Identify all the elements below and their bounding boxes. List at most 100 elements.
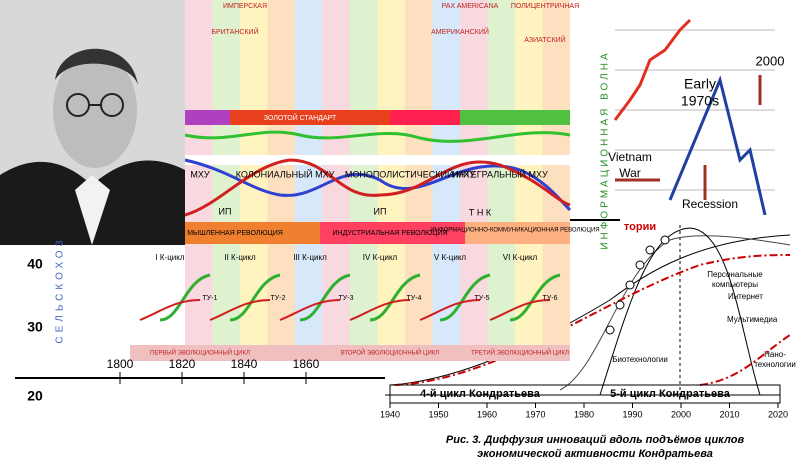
red-s <box>279 299 341 321</box>
x-tick-label: 1970 <box>525 409 545 419</box>
cycle: IV К-цикл <box>363 253 398 262</box>
curve-label: Мультимедиа <box>727 315 778 324</box>
vertical-label: ИНФОРМАЦИОННАЯ ВОЛНА <box>600 50 611 249</box>
top-label: PAX AMERICANA <box>442 3 499 10</box>
caption: экономической активности Кондратьева <box>477 448 713 460</box>
red-s <box>419 299 481 321</box>
green-s <box>159 273 211 322</box>
curve <box>389 234 791 386</box>
annotation: Recession <box>682 197 738 211</box>
stripe <box>542 0 570 345</box>
cycle: V К-цикл <box>434 253 467 262</box>
band <box>185 110 230 125</box>
marker: ИП <box>374 206 387 216</box>
annotation: Early <box>684 76 716 92</box>
red-curve <box>184 158 571 217</box>
red-s <box>139 299 201 321</box>
revolution-band <box>465 222 570 244</box>
red-dash-curve <box>394 254 791 386</box>
green-s <box>299 273 351 322</box>
x-tick-label: 1960 <box>477 409 497 419</box>
portrait <box>0 0 185 245</box>
cycle: III К-цикл <box>293 253 327 262</box>
annotation: Vietnam <box>608 150 652 164</box>
big-chart: ИМПЕРСКАЯ PAX AMERICANA ПОЛИЦЕНТРИЧНАЯ БРИТ… <box>130 0 600 361</box>
top-label: ИМПЕРСКАЯ <box>223 3 267 10</box>
red-s <box>489 299 551 321</box>
circles <box>605 235 670 335</box>
x-tick-label: 1800 <box>107 357 134 371</box>
top-label: ПОЛИЦЕНТРИЧНАЯ <box>511 3 579 10</box>
annotation: 2000 <box>756 53 785 68</box>
green-line <box>184 130 571 143</box>
curve-label: технологии <box>754 360 796 369</box>
red-dash-curve <box>699 334 791 386</box>
year-row <box>185 155 570 165</box>
green-s <box>509 273 561 322</box>
y-tick-label: 40 <box>27 256 43 272</box>
annotation: 1970s <box>681 93 719 109</box>
x-tick-label: 2020 <box>768 409 788 419</box>
x-tick-label: 1860 <box>293 357 320 371</box>
stripe <box>185 0 213 345</box>
stripe <box>487 0 515 345</box>
partial-title: тории <box>624 221 656 233</box>
cycle: VI К-цикл <box>503 253 538 262</box>
top-label: АМЕРИКАНСКИЙ <box>431 27 489 36</box>
blue-line <box>668 75 767 216</box>
x-tick-label: 1990 <box>622 409 642 419</box>
annotation: War <box>619 166 641 180</box>
stripe <box>405 0 433 345</box>
x-tick-label: 1820 <box>169 357 196 371</box>
x-tick-label: 2000 <box>671 409 691 419</box>
top-label: АЗИАТСКИЙ <box>524 35 565 44</box>
stripe <box>350 0 378 345</box>
y-tick-label: 20 <box>27 388 43 404</box>
evolution: ВТОРОЙ ЭВОЛЮЦИОННЫЙ ЦИКЛ <box>341 349 440 357</box>
tu: ТУ-1 <box>203 295 218 302</box>
vertical-label: СЕЛЬСКОХОЗ <box>55 236 66 343</box>
top-label: БРИТАНСКИЙ <box>211 27 258 36</box>
tu: ТУ-6 <box>543 295 558 302</box>
evolution: ТРЕТИЙ ЭВОЛЮЦИОННЫЙ ЦИКЛ <box>471 349 569 357</box>
revolution-band <box>320 222 465 244</box>
label: МОНОПОЛИСТИЧЕСКИЙ МХУ <box>345 168 476 179</box>
evolution: ПЕРВЫЙ ЭВОЛЮЦИОННЫЙ ЦИКЛ <box>150 349 250 357</box>
curve-label: Персональные <box>707 270 763 279</box>
y-tick-label: 30 <box>27 319 43 335</box>
red-s <box>209 299 271 321</box>
revolution: ИНФОРМАЦИОННО-КОММУНИКАЦИОННАЯ РЕВОЛЮЦИЯ <box>430 228 599 234</box>
cycle-label: 5-й цикл Кондратьева <box>610 388 731 400</box>
curve-label: Нано- <box>764 350 786 359</box>
label: ЗОЛОТОЙ СТАНДАРТ <box>264 113 337 122</box>
stripe <box>267 0 295 345</box>
stripe <box>295 0 323 345</box>
cycle: II К-цикл <box>224 253 256 262</box>
band <box>460 110 570 125</box>
green-s <box>369 273 421 322</box>
red-line <box>613 18 692 121</box>
right-chart-grid <box>615 29 775 191</box>
curve-label: Биотехнологии <box>612 355 668 364</box>
label: МХУ <box>190 169 210 179</box>
x-tick-label: 1950 <box>428 409 448 419</box>
cycle-label: 4-й цикл Кондратьева <box>420 388 541 400</box>
curve-label: Интернет <box>728 292 763 301</box>
red-s <box>349 299 411 321</box>
revolution: ИНДУСТРИАЛЬНАЯ РЕВОЛЮЦИЯ <box>333 230 448 237</box>
band <box>390 110 460 125</box>
tu: ТУ-3 <box>339 295 354 302</box>
curve-label: компьютеры <box>712 280 758 289</box>
green-s <box>439 273 491 322</box>
cycle: I К-цикл <box>155 253 184 262</box>
marker: ИП <box>219 206 232 216</box>
marker: Т Н К <box>469 207 492 217</box>
revolution-band <box>185 222 320 244</box>
band <box>230 110 390 125</box>
blue-curve <box>184 158 572 212</box>
stripe <box>460 0 488 345</box>
label: КОЛОНИАЛЬНЫЙ МХУ <box>236 168 335 179</box>
label: ИНТЕГРАЛЬНЫЙ МХУ <box>452 168 548 179</box>
tu: ТУ-2 <box>271 295 286 302</box>
